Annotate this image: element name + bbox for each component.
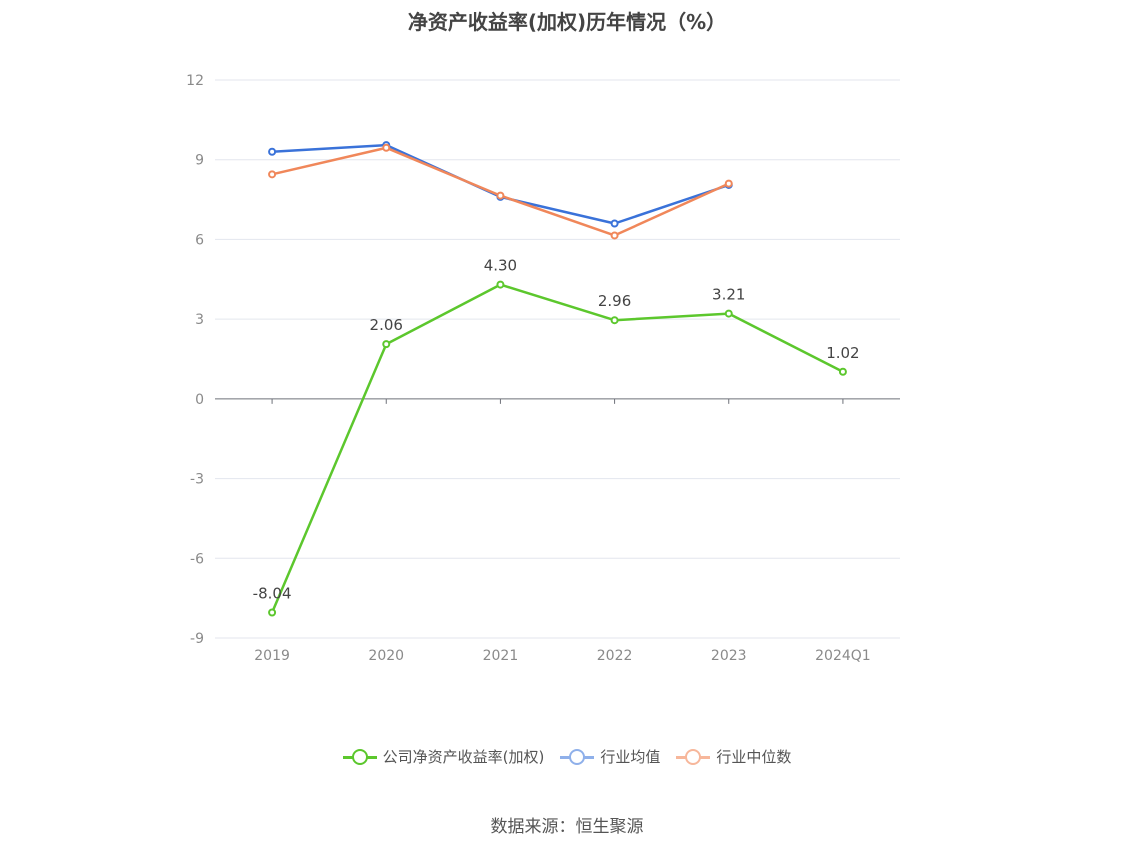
legend-dot-swatch bbox=[569, 748, 586, 765]
legend-line-marker-icon bbox=[342, 747, 377, 767]
data-label: 4.30 bbox=[484, 257, 517, 275]
series-line-0 bbox=[270, 283, 844, 613]
data-point bbox=[724, 179, 733, 188]
x-tick-label: 2022 bbox=[597, 648, 633, 664]
y-tick-label: 3 bbox=[195, 312, 204, 328]
series-layer bbox=[268, 141, 847, 617]
source-note: 数据来源：恒生聚源 bbox=[490, 817, 644, 837]
data-point bbox=[268, 608, 277, 617]
data-label-layer: -8.04 2.06 4.30 2.96 3.21 1.02 bbox=[253, 257, 860, 603]
series-line-1 bbox=[272, 143, 730, 225]
data-point bbox=[496, 191, 505, 200]
y-tick-label: -9 bbox=[190, 631, 204, 647]
data-point bbox=[838, 367, 847, 376]
legend: 公司净资产收益率(加权) 行业均值 行业中位数 bbox=[0, 746, 1134, 767]
y-tick-label: 9 bbox=[195, 153, 204, 169]
data-label: 2.06 bbox=[370, 316, 403, 334]
data-label: 1.02 bbox=[826, 344, 859, 362]
legend-dot-swatch bbox=[685, 748, 702, 765]
y-tick-label: -6 bbox=[190, 551, 204, 567]
x-tick-label: 2023 bbox=[711, 648, 747, 664]
legend-line-marker-icon bbox=[676, 747, 711, 767]
data-point bbox=[382, 143, 391, 152]
legend-item-industry-mean[interactable]: 行业均值 bbox=[560, 746, 660, 767]
data-point bbox=[724, 309, 733, 318]
legend-label: 行业均值 bbox=[600, 748, 661, 766]
x-tick-label: 2021 bbox=[483, 648, 519, 664]
legend-label: 公司净资产收益率(加权) bbox=[382, 748, 545, 766]
axis-layer: 12 9 6 3 0 -3 -6 -9 2019 2020 2021 2022 2023 2024Q1 bbox=[186, 73, 900, 664]
data-point bbox=[268, 170, 277, 179]
legend-line-marker-icon bbox=[560, 747, 595, 767]
y-tick-label: 6 bbox=[195, 232, 204, 248]
data-point bbox=[496, 280, 505, 289]
legend-label: 行业中位数 bbox=[716, 748, 792, 766]
legend-dot-swatch bbox=[351, 748, 368, 765]
x-tick-label: 2024Q1 bbox=[815, 648, 871, 664]
data-point bbox=[610, 231, 619, 240]
x-tick-label: 2020 bbox=[368, 648, 404, 664]
chart-title: 净资产收益率(加权)历年情况（%） bbox=[407, 10, 727, 34]
x-tick-label: 2019 bbox=[254, 648, 290, 664]
y-tick-label: 12 bbox=[186, 73, 204, 89]
y-tick-label: 0 bbox=[195, 392, 204, 408]
data-label: 3.21 bbox=[712, 286, 745, 304]
grid-layer bbox=[215, 79, 900, 639]
data-point bbox=[268, 147, 277, 156]
legend-item-company-roe[interactable]: 公司净资产收益率(加权) bbox=[342, 746, 545, 767]
data-point bbox=[382, 340, 391, 349]
data-label: -8.04 bbox=[253, 584, 292, 602]
data-label: 2.96 bbox=[598, 292, 631, 310]
legend-item-industry-median[interactable]: 行业中位数 bbox=[676, 746, 791, 767]
data-point bbox=[610, 219, 619, 228]
y-tick-label: -3 bbox=[190, 472, 204, 488]
data-point bbox=[610, 316, 619, 325]
